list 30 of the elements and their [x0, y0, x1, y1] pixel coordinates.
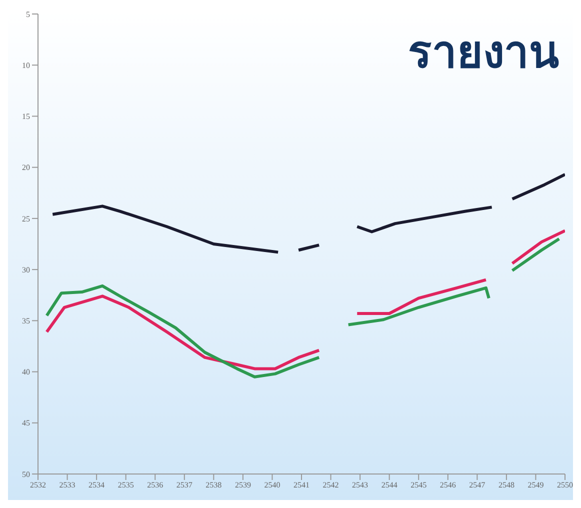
y-tick-label: 15	[22, 112, 30, 122]
x-tick-label: 2533	[59, 480, 76, 490]
x-tick-label: 2546	[440, 480, 456, 490]
x-tick-label: 2537	[176, 480, 192, 490]
x-tick-label: 2535	[118, 480, 134, 490]
x-tick-label: 2532	[30, 480, 46, 490]
y-tick-label: 20	[22, 163, 30, 172]
y-tick-label: 10	[22, 60, 30, 70]
x-tick-label: 2540	[264, 480, 280, 490]
y-tick-label: 25	[22, 214, 30, 224]
y-tick-label: 5	[26, 10, 30, 19]
y-tick-label: 45	[22, 418, 30, 428]
x-tick-label: 2534	[88, 480, 105, 490]
y-tick-label: 50	[22, 470, 30, 479]
x-tick-label: 2538	[206, 480, 222, 490]
x-tick-label: 2536	[147, 480, 164, 490]
x-tick-label: 2543	[352, 480, 368, 490]
x-tick-label: 2549	[528, 480, 544, 490]
x-tick-label: 2548	[498, 480, 514, 490]
y-tick-label: 40	[22, 368, 30, 377]
x-tick-label: 2539	[234, 480, 251, 490]
x-tick-label: 2541	[294, 480, 310, 490]
x-tick-label: 2544	[381, 480, 398, 490]
x-tick-label: 2547	[469, 480, 486, 490]
x-tick-label: 2542	[322, 480, 339, 490]
y-tick-label: 30	[22, 265, 30, 274]
y-tick-label: 35	[22, 316, 30, 326]
chart-title: รายงาน	[408, 26, 559, 80]
x-tick-label: 2550	[557, 480, 573, 490]
x-tick-label: 2545	[410, 480, 427, 490]
